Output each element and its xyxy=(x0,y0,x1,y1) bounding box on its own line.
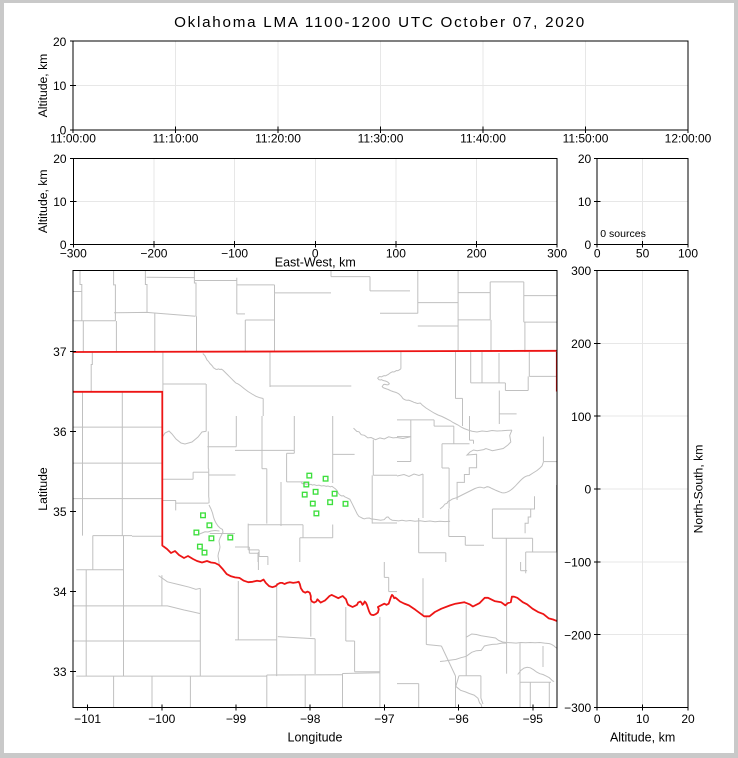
svg-text:−200: −200 xyxy=(564,628,591,642)
svg-text:−100: −100 xyxy=(221,246,248,260)
svg-text:0: 0 xyxy=(585,238,592,252)
svg-text:0: 0 xyxy=(312,246,319,260)
svg-text:10: 10 xyxy=(53,79,67,93)
svg-text:−98: −98 xyxy=(300,712,321,726)
svg-text:11:00:00: 11:00:00 xyxy=(50,132,96,146)
svg-text:34: 34 xyxy=(53,585,67,599)
svg-text:300: 300 xyxy=(547,246,567,260)
svg-text:300: 300 xyxy=(571,264,591,278)
svg-text:35: 35 xyxy=(53,505,67,519)
svg-text:37: 37 xyxy=(53,345,67,359)
svg-text:33: 33 xyxy=(53,665,67,679)
svg-text:20: 20 xyxy=(53,35,67,49)
svg-text:50: 50 xyxy=(636,246,650,260)
svg-text:100: 100 xyxy=(571,410,591,424)
svg-text:Latitude: Latitude xyxy=(36,467,50,511)
svg-text:−300: −300 xyxy=(564,701,591,715)
svg-text:−300: −300 xyxy=(60,246,87,260)
svg-text:100: 100 xyxy=(386,246,406,260)
svg-text:11:50:00: 11:50:00 xyxy=(563,132,609,146)
svg-text:−95: −95 xyxy=(523,712,544,726)
svg-text:100: 100 xyxy=(678,246,698,260)
svg-text:−97: −97 xyxy=(374,712,395,726)
svg-text:0: 0 xyxy=(585,483,592,497)
svg-text:0: 0 xyxy=(60,123,67,137)
svg-text:Altitude, km: Altitude, km xyxy=(610,731,675,745)
svg-text:10: 10 xyxy=(636,712,650,726)
svg-text:North-South, km: North-South, km xyxy=(692,445,706,534)
svg-text:−100: −100 xyxy=(564,555,591,569)
svg-text:−200: −200 xyxy=(140,246,167,260)
svg-text:20: 20 xyxy=(578,152,592,166)
svg-text:11:20:00: 11:20:00 xyxy=(255,132,301,146)
svg-text:20: 20 xyxy=(681,712,695,726)
svg-text:−99: −99 xyxy=(226,712,247,726)
svg-text:Longitude: Longitude xyxy=(288,731,343,745)
svg-text:200: 200 xyxy=(571,337,591,351)
svg-text:10: 10 xyxy=(53,195,67,209)
svg-text:20: 20 xyxy=(53,152,67,166)
svg-text:−100: −100 xyxy=(148,712,175,726)
svg-text:−101: −101 xyxy=(74,712,101,726)
svg-text:12:00:00: 12:00:00 xyxy=(665,132,712,146)
svg-text:Altitude, km: Altitude, km xyxy=(36,54,50,118)
svg-text:−96: −96 xyxy=(448,712,469,726)
svg-text:11:10:00: 11:10:00 xyxy=(153,132,199,146)
svg-text:0: 0 xyxy=(60,238,67,252)
svg-text:Oklahoma LMA 1100-1200 UTC Oct: Oklahoma LMA 1100-1200 UTC October 07, 2… xyxy=(174,14,586,31)
svg-text:0 sources: 0 sources xyxy=(600,228,646,240)
svg-text:10: 10 xyxy=(578,195,592,209)
svg-text:11:40:00: 11:40:00 xyxy=(460,132,506,146)
svg-text:Altitude, km: Altitude, km xyxy=(36,169,50,233)
svg-text:200: 200 xyxy=(467,246,487,260)
svg-text:11:30:00: 11:30:00 xyxy=(358,132,404,146)
svg-text:East-West, km: East-West, km xyxy=(275,256,356,270)
svg-text:0: 0 xyxy=(594,712,601,726)
svg-text:36: 36 xyxy=(53,425,67,439)
svg-text:0: 0 xyxy=(594,246,601,260)
